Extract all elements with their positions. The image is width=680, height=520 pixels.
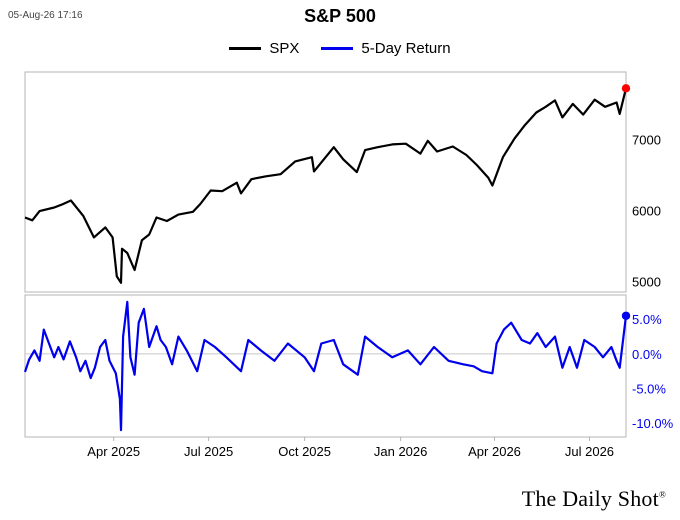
brand-registered-mark: ® bbox=[658, 489, 666, 500]
legend-swatch-5-day-return bbox=[321, 47, 354, 50]
x-tick-label: Jan 2026 bbox=[374, 444, 428, 459]
x-tick-label: Apr 2026 bbox=[468, 444, 521, 459]
last-point-marker-spx bbox=[621, 84, 631, 93]
y-tick-label-5-day-return: -5.0% bbox=[632, 382, 666, 397]
legend: SPX 5-Day Return bbox=[0, 40, 680, 57]
y-tick-label-spx: 6000 bbox=[632, 203, 661, 218]
panel-frame-spx bbox=[24, 71, 627, 293]
brand-name: The Daily Shot bbox=[521, 486, 659, 511]
timestamp: 05-Aug-26 17:16 bbox=[8, 10, 83, 21]
legend-label-5-day-return: 5-Day Return bbox=[361, 40, 451, 57]
brand-logo: The Daily Shot® bbox=[522, 486, 666, 512]
x-tick-label: Oct 2025 bbox=[278, 444, 331, 459]
panel-frame-5-day-return bbox=[24, 294, 627, 438]
panel-5-day-return: 5.0% 0.0% -5.0% -10.0% bbox=[23, 294, 674, 438]
series-line-5-day-return bbox=[23, 300, 628, 432]
x-tick-label: Apr 2025 bbox=[87, 444, 140, 459]
legend-item-5-day-return: 5-Day Return bbox=[321, 40, 451, 57]
x-tick-label: Jul 2025 bbox=[184, 444, 233, 459]
y-tick-label-spx: 5000 bbox=[632, 274, 661, 289]
y-tick-label-5-day-return: 5.0% bbox=[632, 312, 662, 327]
last-point-marker-5-day-return bbox=[621, 311, 631, 320]
y-tick-label-5-day-return: 0.0% bbox=[632, 347, 662, 362]
panel-spx: 5000 6000 7000 bbox=[24, 71, 661, 293]
legend-label-spx: SPX bbox=[269, 40, 300, 57]
series-line-spx bbox=[24, 88, 628, 284]
x-tick-label: Jul 2026 bbox=[565, 444, 614, 459]
legend-item-spx: SPX bbox=[229, 40, 299, 57]
y-tick-label-5-day-return: -10.0% bbox=[632, 416, 674, 431]
chart-title: S&P 500 bbox=[304, 6, 376, 26]
y-tick-label-spx: 7000 bbox=[632, 132, 661, 147]
legend-swatch-spx bbox=[229, 47, 262, 50]
